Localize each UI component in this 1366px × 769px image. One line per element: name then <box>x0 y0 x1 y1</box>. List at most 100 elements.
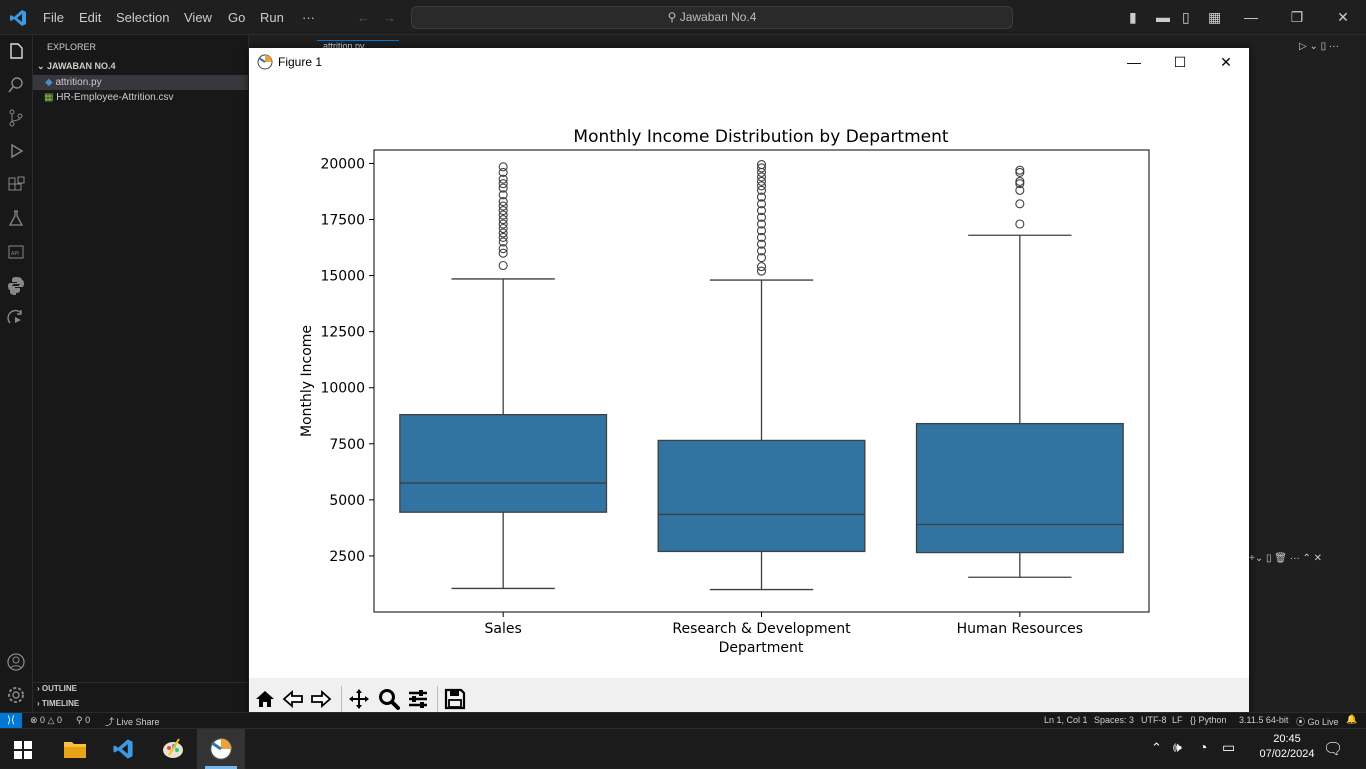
show-hidden-icons-icon[interactable]: ⌃ <box>1151 740 1162 755</box>
outlier-point <box>756 163 767 173</box>
back-icon[interactable] <box>281 687 305 711</box>
indentation[interactable]: Spaces: 3 <box>1094 715 1135 725</box>
y-tick-label: 15000 <box>320 269 365 285</box>
search-icon: ⚲ <box>667 10 680 24</box>
outlier-point <box>1015 176 1025 186</box>
api-icon[interactable]: API <box>6 242 26 262</box>
outlier-point <box>756 232 767 243</box>
figure-minimize-icon[interactable]: — <box>1127 54 1141 70</box>
file-attrition-py[interactable]: ◆ attrition.py <box>45 77 102 88</box>
paint-app-icon[interactable] <box>161 737 185 761</box>
figure-close-icon[interactable]: ✕ <box>1220 54 1232 70</box>
extensions-icon[interactable] <box>6 175 26 195</box>
save-icon[interactable] <box>443 687 467 711</box>
editor-tab-label: attrition.py <box>323 41 365 51</box>
run-debug-icon[interactable] <box>6 141 26 161</box>
source-control-icon[interactable] <box>6 108 26 128</box>
menu-view[interactable]: View <box>184 10 212 25</box>
search-icon[interactable] <box>6 75 26 95</box>
outlier-point <box>498 201 508 211</box>
outlier-point <box>756 181 767 191</box>
figure-maximize-icon[interactable]: ☐ <box>1173 54 1187 70</box>
workspace-folder[interactable]: ⌄ JAWABAN NO.4 <box>37 61 116 72</box>
toggle-secondary-sidebar-icon[interactable]: ▯ <box>1182 9 1190 25</box>
taskbar-clock[interactable]: 20:45 07/02/2024 <box>1252 733 1322 760</box>
menu-file[interactable]: File <box>43 10 64 25</box>
testing-icon[interactable] <box>6 208 26 228</box>
outlier-point <box>1015 185 1025 195</box>
wifi-icon[interactable]: ◔ <box>1199 739 1208 755</box>
y-tick-label: 10000 <box>320 381 365 397</box>
configure-icon[interactable] <box>406 687 430 711</box>
zoom-icon[interactable] <box>377 687 401 711</box>
cursor-position[interactable]: Ln 1, Col 1 <box>1044 715 1088 725</box>
language-mode[interactable]: {} Python <box>1190 715 1227 725</box>
python-icon[interactable] <box>6 275 26 295</box>
outlier-point <box>756 176 767 186</box>
home-icon[interactable] <box>253 687 277 711</box>
windows-start-icon[interactable] <box>14 741 32 759</box>
outline-label: OUTLINE <box>41 684 77 693</box>
restore-icon[interactable]: ❐ <box>1290 9 1304 25</box>
vscode-taskbar-icon[interactable] <box>111 737 135 761</box>
timeline-label: TIMELINE <box>41 699 80 708</box>
live-share-icon: ⤴ <box>105 717 117 727</box>
toggle-sidebar-icon[interactable]: ▮ <box>1129 9 1137 25</box>
outlier-point <box>498 219 508 229</box>
remote-indicator-icon[interactable]: ⟩⟨ <box>0 713 22 728</box>
outlier-point <box>498 197 508 207</box>
menu-go[interactable]: Go <box>228 10 246 25</box>
encoding[interactable]: UTF-8 <box>1141 715 1167 725</box>
search-label: Jawaban No.4 <box>679 10 757 24</box>
line-ending[interactable]: LF <box>1172 715 1183 725</box>
explorer-icon[interactable] <box>6 41 26 61</box>
python-interpreter[interactable]: 3.11.5 64-bit <box>1239 715 1289 725</box>
y-tick-label: 5000 <box>329 493 365 509</box>
taskbar-active-app[interactable] <box>197 729 245 769</box>
chart-title: Monthly Income Distribution by Departmen… <box>573 127 948 147</box>
csv-file-icon: ▦ <box>44 92 57 103</box>
outlier-point <box>498 260 508 271</box>
forward-icon[interactable] <box>309 687 333 711</box>
menu-more[interactable]: ··· <box>302 10 315 25</box>
notifications-bell-icon[interactable]: 🔔 <box>1346 714 1358 724</box>
outlier-point <box>498 190 508 200</box>
notification-center-icon[interactable]: 🗨 <box>1323 741 1344 758</box>
live-share-button[interactable]: ⤴ Live Share <box>105 715 160 728</box>
file-explorer-icon[interactable] <box>63 738 87 760</box>
problems-indicator[interactable]: ⊗ 0 △ 0 <box>30 715 62 725</box>
volume-icon[interactable]: 🕪 <box>1173 739 1182 755</box>
toggle-panel-icon[interactable]: ▬ <box>1156 9 1170 25</box>
file-row-selected <box>33 75 248 90</box>
file-label: attrition.py <box>55 77 102 88</box>
menu-edit[interactable]: Edit <box>79 10 102 25</box>
close-icon[interactable]: ✕ <box>1337 9 1349 25</box>
ports-indicator[interactable]: ⚲ 0 <box>76 715 91 725</box>
run-file-icon[interactable]: ▷ ⌄ ▯ ··· <box>1299 41 1339 52</box>
outlier-point <box>756 226 767 236</box>
nav-forward-icon[interactable]: → <box>383 10 396 25</box>
nav-back-icon[interactable]: ← <box>357 10 370 25</box>
outlier-point <box>756 219 767 229</box>
outlier-point <box>498 237 508 247</box>
pan-icon[interactable] <box>347 687 371 711</box>
x-tick-label: Research & Development <box>672 621 851 637</box>
outlier-point <box>498 183 508 193</box>
file-hr-csv[interactable]: ▦ HR-Employee-Attrition.csv <box>44 92 174 103</box>
menu-run[interactable]: Run <box>260 10 284 25</box>
chevron-right-icon: › <box>37 684 42 693</box>
command-center-search[interactable]: ⚲ Jawaban No.4 <box>411 6 1013 29</box>
menu-selection[interactable]: Selection <box>116 10 170 25</box>
account-icon[interactable] <box>6 652 26 672</box>
outline-section[interactable]: › OUTLINE <box>37 684 77 693</box>
customize-layout-icon[interactable]: ▦ <box>1208 9 1222 25</box>
panel-actions[interactable]: +⌄ ▯ 🗑 ··· ⌃ ✕ <box>1249 553 1323 564</box>
minimize-icon[interactable]: — <box>1244 9 1258 25</box>
battery-icon[interactable]: ▭ <box>1222 739 1236 755</box>
settings-gear-icon[interactable] <box>6 685 26 705</box>
remote-explorer-icon[interactable] <box>6 308 26 328</box>
taskbar: ⌃ 🕪 ◔ ▭ 20:45 07/02/2024 🗨 <box>0 728 1366 769</box>
timeline-section[interactable]: › TIMELINE <box>37 699 79 708</box>
go-live-button[interactable]: ⦿ Go Live <box>1296 715 1339 728</box>
clock-time: 20:45 <box>1273 733 1301 745</box>
